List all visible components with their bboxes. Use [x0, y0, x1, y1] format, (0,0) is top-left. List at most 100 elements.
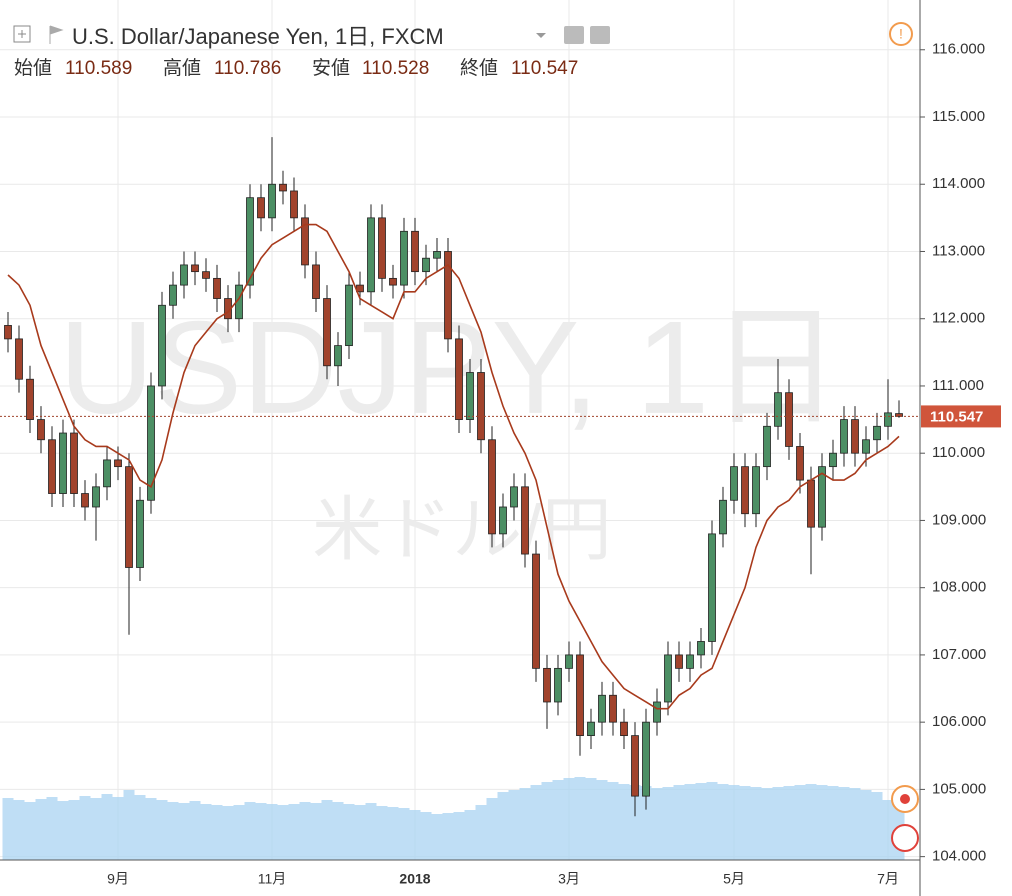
volume-bar	[750, 787, 762, 860]
y-tick-label: 109.000	[932, 511, 986, 528]
candle-body	[323, 298, 331, 367]
volume-bar	[222, 806, 234, 860]
candle-body	[851, 419, 859, 454]
candle-body	[92, 486, 100, 508]
volume-bar	[651, 788, 663, 860]
candle-body	[510, 486, 518, 508]
candle-body	[895, 413, 903, 417]
volume-bar	[827, 786, 839, 860]
candle-body	[818, 466, 826, 528]
candle-body	[554, 667, 562, 703]
last-price-label: 110.547	[930, 408, 983, 425]
candle-body	[664, 654, 672, 703]
candle-body	[697, 641, 705, 656]
candle-body	[543, 667, 551, 703]
volume-bar	[431, 814, 443, 860]
volume-bar	[783, 786, 795, 860]
event-icon[interactable]	[891, 824, 919, 852]
candle-body	[37, 419, 45, 441]
volume-bar	[376, 806, 388, 860]
volume-bar	[409, 810, 421, 860]
candle-body	[433, 251, 441, 259]
volume-bar	[607, 782, 619, 860]
volume-bar	[343, 804, 355, 860]
volume-bar	[860, 790, 872, 860]
volume-bar	[706, 782, 718, 860]
event-icon-dot	[900, 794, 910, 804]
volume-bar	[629, 785, 641, 860]
visibility-icon[interactable]	[564, 26, 584, 44]
y-tick-label: 111.000	[932, 377, 984, 394]
volume-bar	[112, 797, 124, 860]
candle-body	[587, 721, 595, 737]
dropdown-icon[interactable]	[536, 33, 546, 38]
open-label: 始値	[14, 57, 52, 79]
volume-bar	[816, 785, 828, 860]
open-value: 110.589	[65, 58, 132, 79]
low-value: 110.528	[362, 58, 429, 79]
chart-title: U.S. Dollar/Japanese Yen, 1日, FXCM	[72, 24, 444, 49]
candle-body	[829, 452, 837, 468]
candle-body	[70, 432, 78, 494]
candle-body	[565, 654, 573, 669]
candle-body	[191, 264, 199, 273]
volume-bar	[761, 788, 773, 860]
volume-bar	[387, 807, 399, 860]
volume-bar	[123, 790, 135, 860]
y-tick-label: 110.000	[932, 444, 985, 461]
volume-bar	[13, 800, 25, 860]
expand-icon[interactable]	[13, 25, 31, 43]
y-tick-label: 112.000	[932, 310, 985, 327]
candle-body	[246, 197, 254, 286]
settings-icon[interactable]	[590, 26, 610, 44]
candle-body	[81, 493, 89, 508]
volume-bar	[684, 784, 696, 860]
volume-bar	[288, 804, 300, 860]
candle-body	[147, 385, 155, 501]
candle-body	[752, 466, 760, 515]
candle-body	[862, 439, 870, 454]
candle-body	[807, 479, 815, 528]
volume-bar	[673, 785, 685, 860]
flag-icon[interactable]	[49, 25, 64, 44]
volume-bar	[596, 780, 608, 860]
y-tick-label: 113.000	[932, 242, 985, 259]
candle-body	[15, 338, 23, 380]
candle-body	[719, 499, 727, 535]
volume-bar	[717, 784, 729, 860]
candle-body	[884, 412, 892, 427]
candle-body	[26, 378, 34, 420]
last-price-box	[921, 405, 1001, 428]
volume-bar	[134, 795, 146, 860]
candle-body	[532, 553, 540, 669]
volume-bar	[464, 810, 476, 860]
candle-body	[675, 654, 683, 669]
candle-body	[840, 419, 848, 454]
volume-bar	[277, 805, 289, 860]
volume-bar	[508, 790, 520, 860]
volume-bar	[794, 785, 806, 860]
volume-bar	[519, 788, 531, 860]
candle-body	[169, 284, 177, 306]
candle-body	[202, 271, 210, 279]
y-tick-label: 116.000	[932, 41, 985, 58]
alert-icon[interactable]	[889, 22, 913, 46]
volume-bar	[266, 804, 278, 860]
y-tick-label: 114.000	[932, 175, 985, 192]
volume-bar	[79, 796, 91, 860]
volume-bar	[321, 800, 333, 860]
low-label: 安値	[312, 57, 350, 79]
chart-layer: 104.000 105.000 106.000 107.000 108.000 109.0…	[0, 41, 1001, 887]
y-tick-label: 106.000	[932, 713, 986, 730]
x-tick-label: 2018	[399, 871, 430, 887]
watermark-name: 米ドル/円	[312, 490, 611, 568]
candle-body	[367, 217, 375, 293]
candle-body	[422, 257, 430, 273]
candle-body	[466, 372, 474, 420]
volume-bar	[420, 812, 432, 860]
volume-bar	[189, 801, 201, 860]
candle-body	[785, 392, 793, 447]
x-tick-label: 7月	[877, 871, 899, 887]
volume-bar	[772, 787, 784, 860]
